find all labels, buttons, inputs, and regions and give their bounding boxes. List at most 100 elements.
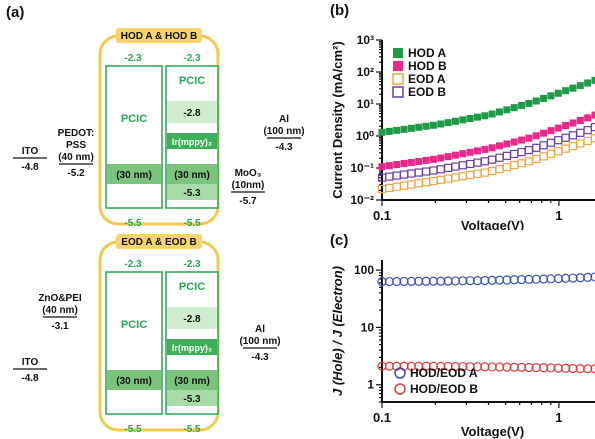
- data-point: [554, 147, 563, 156]
- data-point: [414, 361, 424, 371]
- lumo-doped-value: -2.8: [183, 314, 201, 325]
- eod-device-diagram: EOD A & EOD B -2.3 -2.3 PCIC (30 nm) PCIC -2.8…: [13, 234, 281, 435]
- series-hod-a: [378, 76, 595, 136]
- y-tick-label: 10: [361, 320, 375, 334]
- data-point: [531, 274, 541, 284]
- zno-pei-name: ZnO&PEI: [38, 293, 82, 304]
- data-point: [378, 128, 386, 136]
- data-point: [392, 276, 402, 287]
- data-point: [444, 163, 453, 173]
- data-point: [502, 151, 511, 160]
- thickness-left: (30 nm): [116, 170, 152, 181]
- data-point: [451, 117, 459, 125]
- data-point: [459, 116, 467, 124]
- x-tick-label: 1: [555, 410, 562, 425]
- data-point: [473, 169, 482, 178]
- device-badge: HOD A & HOD B: [121, 31, 197, 42]
- data-point: [399, 170, 409, 179]
- data-point: [510, 138, 518, 146]
- moo3-value: -5.7: [239, 196, 257, 207]
- x-axis-label: Voltage(V): [461, 424, 524, 439]
- data-point: [458, 276, 468, 286]
- dopant-label: Ir(mppy)₃: [172, 343, 212, 353]
- data-point: [414, 179, 423, 188]
- badge-bg: [116, 28, 202, 43]
- lumo-doped-value: -2.8: [183, 108, 201, 119]
- data-point: [494, 362, 505, 372]
- data-point: [480, 275, 490, 286]
- data-point: [481, 112, 489, 120]
- dopant-band: [167, 133, 217, 149]
- data-point: [584, 114, 592, 122]
- data-point: [524, 362, 534, 373]
- legend-marker: [392, 86, 404, 98]
- device-badge: EOD A & EOD B: [121, 237, 196, 248]
- data-point: [524, 274, 534, 284]
- homo-doped-band: [167, 390, 217, 406]
- data-point: [538, 274, 549, 284]
- data-point: [502, 163, 511, 172]
- pedot-pss-thickness: (40 nm): [58, 152, 94, 163]
- data-point: [428, 276, 439, 286]
- homo-left-value: -5.5: [124, 218, 142, 229]
- data-point: [547, 127, 555, 135]
- legend-label: HOD B: [408, 59, 447, 73]
- data-point: [509, 362, 519, 372]
- data-point: [583, 364, 593, 374]
- al-hod-value: -4.3: [275, 142, 293, 153]
- data-point: [510, 161, 519, 170]
- data-point: [385, 183, 394, 192]
- data-point: [443, 276, 453, 286]
- data-point: [531, 362, 541, 373]
- series-eod-b: [377, 122, 595, 182]
- legend-label: EOD B: [408, 85, 446, 99]
- data-point: [495, 153, 504, 162]
- thickness-right-bar: [167, 164, 217, 184]
- data-point: [590, 122, 595, 132]
- series-hod-b: [378, 111, 595, 171]
- data-point: [553, 274, 563, 284]
- panel-label-c: (c): [330, 232, 349, 249]
- homo-doped-band: [167, 184, 217, 200]
- data-point: [569, 84, 577, 92]
- dopant-label: Ir(mppy)₃: [172, 137, 212, 147]
- data-point: [407, 124, 415, 132]
- data-point: [517, 147, 526, 157]
- lumo-doped-band: [167, 101, 217, 123]
- data-point: [561, 273, 571, 283]
- data-point: [384, 276, 394, 287]
- thickness-left: (30 nm): [116, 376, 152, 387]
- data-point: [406, 361, 416, 371]
- data-point: [554, 89, 562, 97]
- zno-pei-thickness: (40 nm): [42, 305, 78, 316]
- data-point: [590, 134, 595, 143]
- data-point: [503, 140, 511, 148]
- data-point: [539, 141, 548, 150]
- moo3-name: MoO₃: [235, 168, 262, 179]
- data-point: [502, 362, 512, 372]
- data-point: [532, 132, 540, 140]
- data-point: [429, 166, 438, 175]
- legend-marker: [394, 367, 406, 379]
- data-point: [488, 166, 497, 176]
- legend-label: EOD A: [408, 72, 446, 86]
- ito-hod-name: ITO: [22, 146, 39, 157]
- data-point: [392, 171, 401, 180]
- data-point: [576, 117, 584, 125]
- badge-bg: [116, 234, 202, 249]
- data-point: [466, 170, 475, 180]
- data-point: [518, 102, 526, 110]
- energy-level-diagram: HOD A & HOD B -2.3 -2.3 PCIC (30 nm) PCIC -2.8…: [13, 28, 305, 435]
- data-point: [583, 126, 592, 135]
- dopant-band: [167, 339, 217, 355]
- data-point: [393, 161, 401, 169]
- data-point: [510, 104, 518, 112]
- data-point: [393, 126, 401, 134]
- data-point: [539, 152, 548, 161]
- lumo-left-value: -2.3: [124, 53, 142, 64]
- data-point: [561, 144, 570, 153]
- data-point: [473, 147, 481, 155]
- pedot-pss-name: PEDOT:: [58, 128, 95, 139]
- data-point: [516, 362, 527, 372]
- y-tick-label: 10³: [357, 33, 374, 47]
